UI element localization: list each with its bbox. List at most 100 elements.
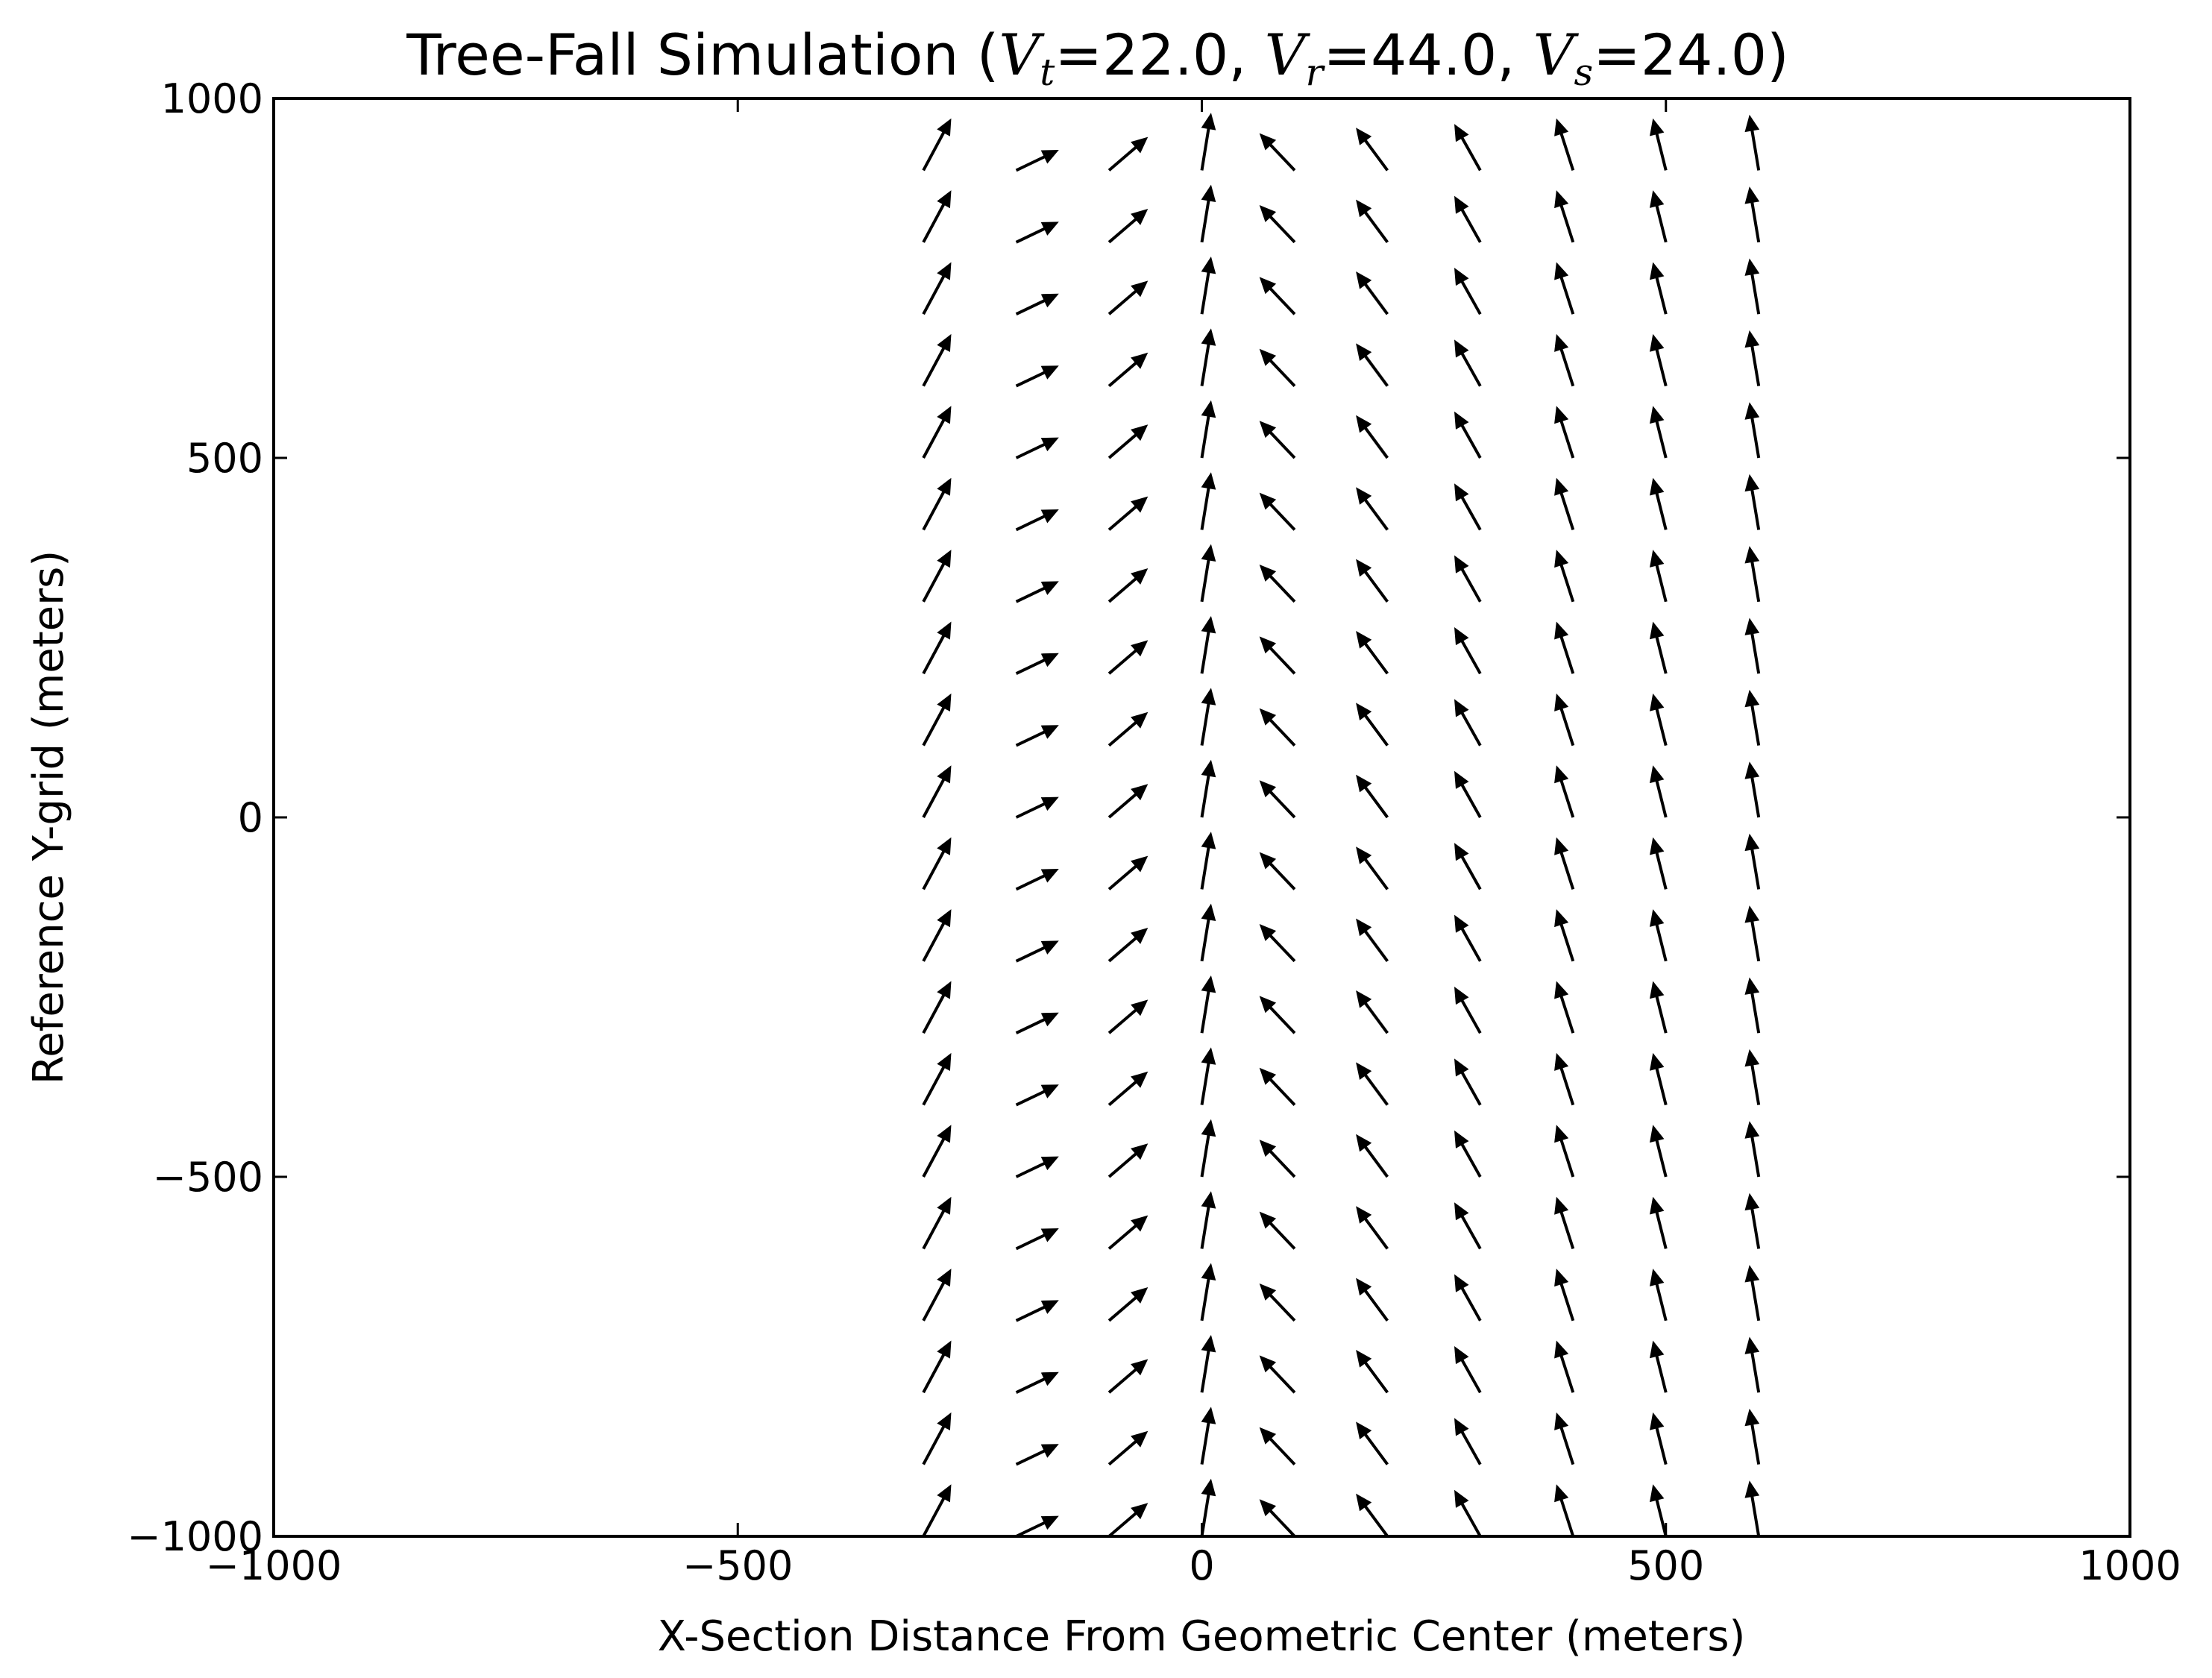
quiver-arrow [1200,759,1216,818]
quiver-arrow-head [1744,1408,1760,1427]
quiver-arrow-shaft [1559,849,1575,890]
quiver-arrow-head [1554,693,1569,711]
quiver-arrow-head [1650,1052,1665,1071]
quiver-arrow [1744,330,1761,386]
quiver-arrow-shaft [1750,559,1761,603]
quiver-arrow-shaft [1107,432,1139,459]
quiver-arrow [1200,1191,1216,1249]
quiver-arrow [1650,118,1668,171]
quiver-arrow-shaft [1107,288,1139,315]
quiver-arrow [1259,348,1296,387]
quiver-arrow-head [937,333,952,352]
quiver-arrow-head [1744,1121,1760,1139]
quiver-arrow [1454,770,1482,818]
quiver-arrow-shaft [922,129,946,172]
quiver-arrow-shaft [1460,566,1482,603]
quiver-arrow-head [1650,118,1665,136]
quiver-arrow-head [1554,1484,1569,1503]
quiver-arrow-head [1356,703,1372,720]
quiver-arrow-shaft [1363,1216,1389,1250]
quiver-arrow-shaft [1559,777,1575,818]
title-param-value-r: =44.0, [1323,22,1533,88]
quiver-arrow-shaft [1200,557,1211,603]
quiver-arrow-head [1650,406,1665,424]
quiver-arrow [1650,550,1668,603]
quiver-arrow-head [937,1196,952,1215]
quiver-arrow [1015,1156,1059,1178]
quiver-arrow-head [1131,1143,1149,1160]
quiver-arrow-head [1356,918,1372,937]
quiver-arrow [1744,1192,1761,1249]
quiver-arrow [1200,400,1216,459]
y-tick-label: −1000 [127,1513,263,1560]
quiver-arrow-head [1554,981,1569,999]
quiver-arrow-shaft [1460,1501,1482,1536]
quiver-arrow-head [1650,550,1665,568]
quiver-arrow [1356,703,1389,747]
quiver-arrow-shaft [1460,1069,1482,1106]
quiver-arrow-head [1201,544,1216,562]
quiver-arrow-head [1131,1359,1149,1376]
quiver-arrow-shaft [922,1063,946,1106]
quiver-arrow [1107,640,1149,675]
quiver-arrow-shaft [1460,351,1482,387]
quiver-arrow-shaft [1363,281,1389,315]
quiver-arrow-shaft [1559,1353,1575,1393]
quiver-arrow-head [1650,477,1665,496]
quiver-arrow-shaft [922,1351,946,1394]
quiver-arrow-shaft [1200,917,1211,962]
quiver-arrow [1650,621,1668,674]
quiver-arrow [922,837,952,890]
quiver-arrow-shaft [1107,1438,1139,1466]
quiver-arrow-head [1744,1336,1760,1354]
quiver-arrow [1744,546,1761,603]
quiver-arrow-shaft [1750,1206,1761,1249]
quiver-arrow-head [1454,627,1469,646]
quiver-arrow [1554,765,1575,818]
quiver-arrow-shaft [1107,1151,1139,1178]
quiver-arrow-shaft [1015,1520,1048,1536]
quiver-arrow-head [1040,1012,1059,1027]
quiver-arrow-head [1040,725,1059,739]
quiver-arrow [1650,693,1668,747]
quiver-arrow [1554,550,1575,603]
quiver-arrow-shaft [1750,1493,1761,1536]
quiver-arrow-shaft [1654,1209,1668,1249]
quiver-arrow [1454,1489,1482,1536]
quiver-arrow-shaft [1460,207,1482,243]
quiver-arrow [1015,293,1059,316]
quiver-arrow-head [1040,581,1059,595]
quiver-arrow-shaft [922,704,946,747]
quiver-arrow-head [1744,977,1760,995]
quiver-arrow-head [1356,631,1372,649]
quiver-arrow-head [1454,843,1469,861]
quiver-arrow-head [1040,1084,1059,1099]
quiver-arrow [1200,1047,1216,1105]
quiver-arrow-head [937,118,952,136]
quiver-arrow-head [1554,333,1569,352]
quiver-arrow-shaft [1750,128,1761,171]
quiver-arrow [1015,509,1059,532]
quiver-arrow-shaft [1559,1137,1575,1178]
quiver-arrow [1259,1427,1296,1465]
quiver-arrow-shaft [1750,1278,1761,1322]
quiver-arrow [1200,688,1216,746]
quiver-arrow [1454,555,1482,603]
quiver-arrow-head [1356,1206,1372,1224]
quiver-arrow-head [1650,981,1665,999]
quiver-arrow [1454,1274,1482,1322]
quiver-arrow-head [1454,1058,1469,1077]
quiver-arrow-shaft [1363,209,1389,243]
quiver-arrow-head [1454,483,1469,502]
quiver-arrow [1107,424,1149,459]
quiver-arrow-shaft [922,561,946,603]
quiver-arrow [1454,843,1482,890]
quiver-arrow-shaft [922,776,946,818]
quiver-arrow-head [1454,124,1469,142]
quiver-arrow-head [1201,472,1216,490]
quiver-arrow-head [1356,559,1372,577]
quiver-arrow-head [1356,1134,1372,1152]
quiver-arrow-shaft [1363,1287,1389,1322]
quiver-arrow-head [1259,277,1277,295]
quiver-arrow [1259,708,1296,747]
